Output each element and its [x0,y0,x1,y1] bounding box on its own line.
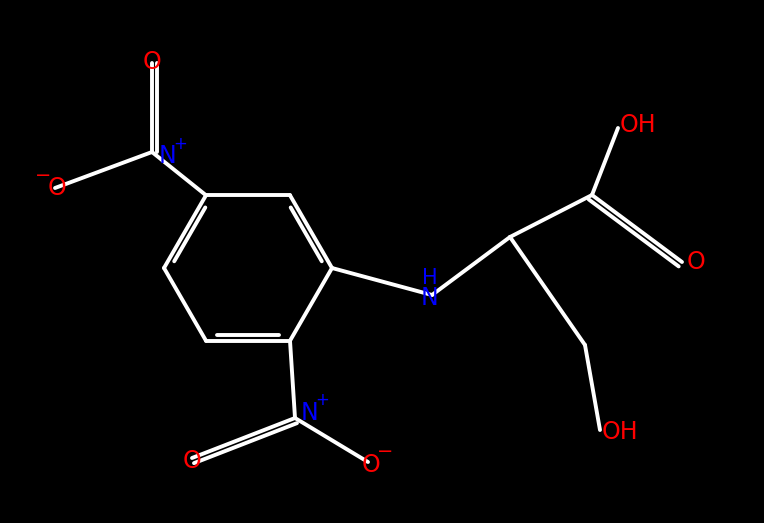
Text: OH: OH [602,420,638,444]
Text: −: − [377,442,393,461]
Text: O: O [47,176,66,200]
Text: O: O [687,250,705,274]
Text: O: O [143,50,161,74]
Text: N: N [421,286,439,310]
Text: OH: OH [620,113,656,137]
Text: +: + [315,391,329,409]
Text: +: + [173,135,187,153]
Text: H: H [422,268,438,288]
Text: −: − [35,165,51,185]
Text: O: O [183,449,202,473]
Text: N: N [159,144,177,168]
Text: O: O [361,453,380,477]
Text: N: N [301,401,319,425]
